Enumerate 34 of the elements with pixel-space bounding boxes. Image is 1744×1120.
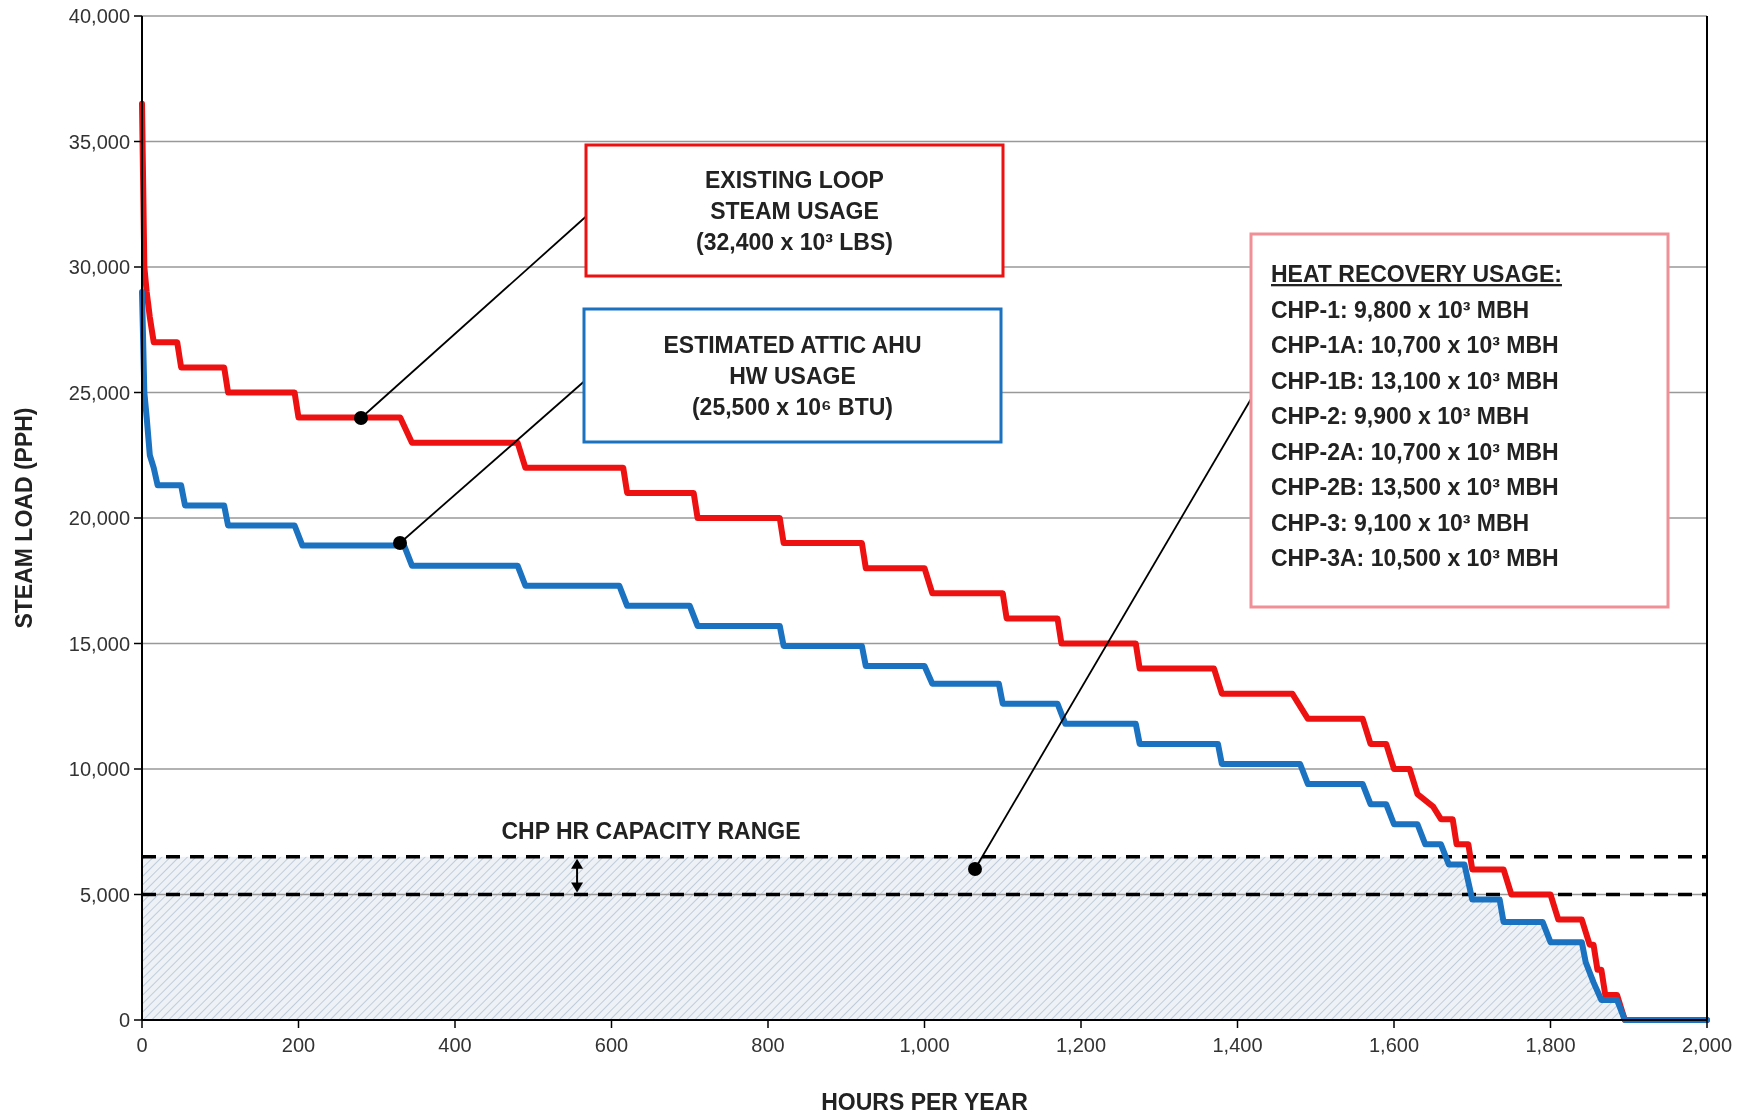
x-tick-label: 1,400 (1212, 1034, 1263, 1056)
x-tick-label: 200 (281, 1034, 316, 1056)
x-tick-label: 1,600 (1368, 1034, 1420, 1056)
y-tick-label: 5,000 (79, 883, 130, 906)
annotation: CHP-1B: 13,100 x 10³ MBH (1271, 367, 1559, 394)
x-tick-label: 1,000 (899, 1034, 950, 1056)
annotation: HEAT RECOVERY USAGE: (1271, 261, 1562, 287)
x-tick-label: 1,800 (1525, 1034, 1576, 1056)
x-tick-label: 2,000 (1681, 1034, 1733, 1056)
x-tick-label: 400 (438, 1034, 472, 1056)
x-tick-label: 1,200 (1055, 1034, 1107, 1056)
y-tick-label: 30,000 (68, 256, 130, 278)
x-tick-label: 600 (594, 1034, 629, 1056)
annotation: CHP-3A: 10,500 x 10³ MBH (1271, 545, 1559, 571)
band-label: CHP HR CAPACITY RANGE (501, 817, 801, 844)
annotation: CHP-1: 9,800 x 10³ MBH (1271, 296, 1530, 323)
annotation: CHP-3: 9,100 x 10³ MBH (1271, 509, 1530, 536)
y-tick-label: 40,000 (68, 5, 130, 27)
annotation: EXISTING LOOP STEAM USAGE (32,400 x 10³ LBS) (696, 166, 893, 255)
x-tick-label: 0 (136, 1034, 148, 1056)
x-axis-title: HOURS PER YEAR (821, 1089, 1029, 1115)
annotation: CHP-2: 9,900 x 10³ MBH (1271, 403, 1530, 429)
annotation: ESTIMATED ATTIC AHU HW USAGE (25,500 x 10⁶ BTU) (663, 331, 922, 420)
y-tick-label: 15,000 (68, 632, 130, 655)
y-tick-label: 0 (118, 1009, 130, 1031)
y-axis-title: STEAM LOAD (PPH) (11, 407, 37, 629)
annotation: CHP-2A: 10,700 x 10³ MBH (1271, 438, 1559, 465)
annotation: CHP-1A: 10,700 x 10³ MBH (1271, 332, 1559, 358)
y-tick-label: 25,000 (68, 381, 130, 404)
x-tick-label: 800 (751, 1034, 785, 1056)
y-tick-label: 35,000 (68, 130, 130, 153)
y-tick-label: 10,000 (68, 758, 130, 780)
annotation: CHP-2B: 13,500 x 10³ MBH (1271, 474, 1559, 500)
y-tick-label: 20,000 (68, 507, 130, 529)
